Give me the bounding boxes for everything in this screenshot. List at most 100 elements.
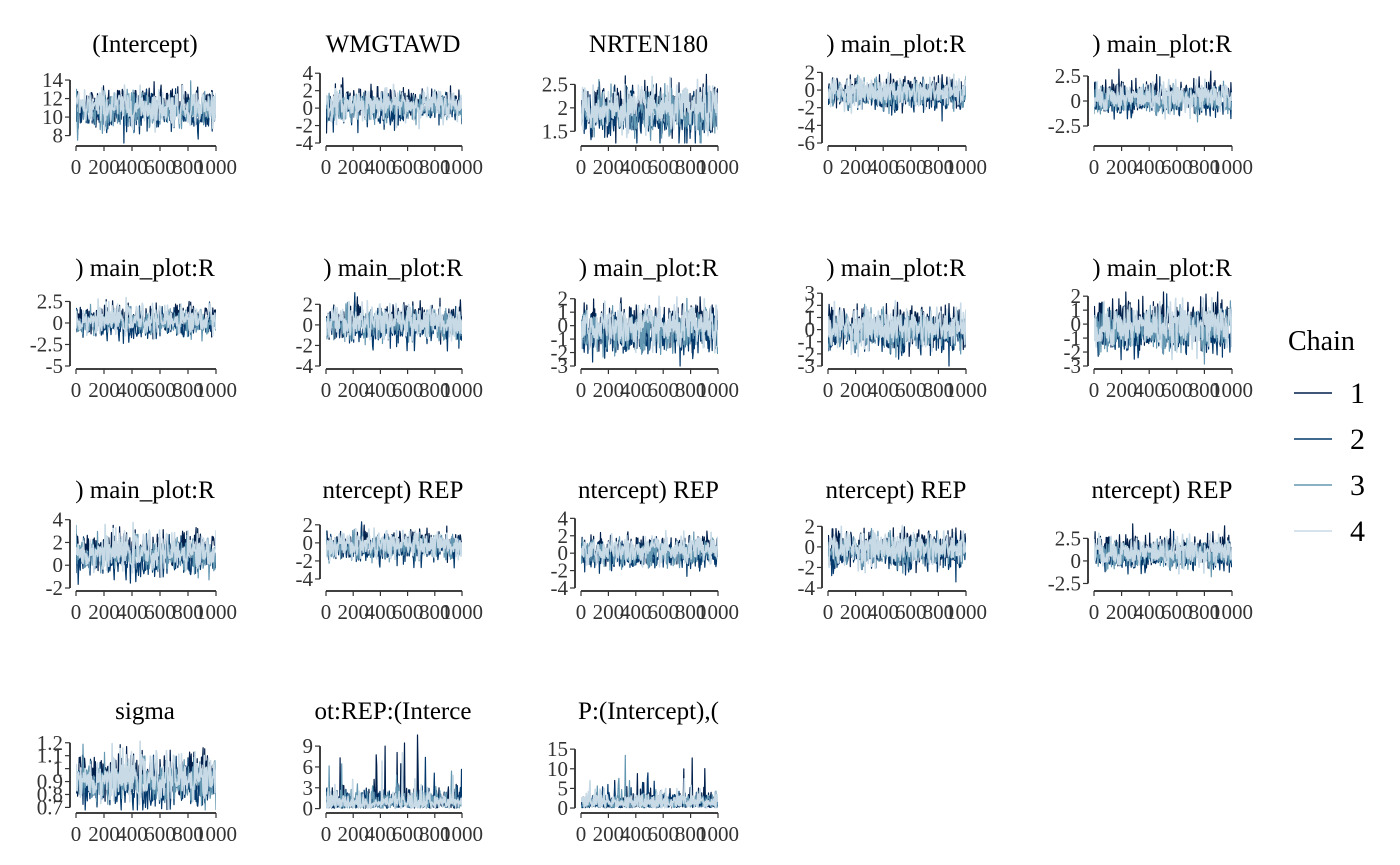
x-tick-label: 800 [1189, 155, 1221, 179]
trace-lines [581, 73, 718, 144]
x-tick-label: 200 [337, 822, 369, 846]
trace-lines [581, 529, 718, 577]
y-tick-label: -2 [798, 342, 816, 366]
chain-4-trace [1094, 297, 1232, 361]
x-tick-label: 200 [88, 378, 120, 402]
y-tick-label: 10 [547, 757, 568, 781]
x-tick-label: 800 [675, 600, 707, 624]
legend-label: 4 [1350, 515, 1365, 548]
x-tick-label: 600 [895, 600, 927, 624]
x-tick-label: 400 [365, 600, 397, 624]
y-tick-label: -1 [798, 330, 816, 354]
panel-title: ntercept) REP [578, 477, 719, 504]
y-tick-label: -2 [1064, 340, 1082, 364]
x-tick-label: 200 [88, 155, 120, 179]
y-tick-label: 0 [805, 318, 816, 342]
y-tick-label: 2.5 [542, 72, 568, 96]
y-tick-label: 1.5 [542, 119, 568, 143]
panel-title: ) main_plot:R [323, 255, 463, 282]
y-tick-label: 5 [558, 776, 569, 800]
x-tick-label: 400 [867, 155, 899, 179]
x-tick-label: 400 [620, 378, 652, 402]
x-tick-label: 400 [620, 600, 652, 624]
y-tick-label: 1 [53, 757, 64, 781]
y-tick-label: 8 [53, 124, 64, 148]
x-tick-label: 800 [1189, 378, 1221, 402]
x-tick-label: 600 [895, 155, 927, 179]
chain-legend: Chain 1 2 3 4 [1288, 326, 1365, 548]
y-tick-label: -4 [798, 113, 816, 137]
x-tick-label: 600 [144, 600, 176, 624]
x-tick-label: 400 [1133, 378, 1165, 402]
x-tick-label: 200 [593, 378, 625, 402]
x-tick-label: 1000 [1211, 155, 1253, 179]
x-tick-label: 400 [365, 378, 397, 402]
x-tick-label: 200 [593, 155, 625, 179]
x-tick-label: 0 [321, 822, 332, 846]
trace-lines [326, 292, 462, 352]
legend-title: Chain [1288, 326, 1355, 357]
chain-4-trace [326, 527, 462, 562]
y-tick-label: 2 [558, 96, 569, 120]
y-tick-label: 2.5 [37, 289, 63, 313]
x-tick-label: 0 [71, 378, 82, 402]
chain-4-trace [581, 75, 718, 139]
x-tick-label: 1000 [945, 600, 987, 624]
chain-4-trace [581, 529, 718, 568]
y-tick-label: 0 [805, 535, 816, 559]
y-tick-label: -2.5 [30, 332, 63, 356]
x-tick-label: 800 [172, 155, 204, 179]
x-tick-label: 600 [144, 822, 176, 846]
trace-lines [828, 524, 966, 583]
y-tick-label: 3 [805, 281, 816, 305]
y-tick-label: 2 [303, 79, 314, 103]
x-tick-label: 200 [337, 600, 369, 624]
y-tick-label: -3 [798, 354, 816, 378]
x-tick-label: 800 [419, 822, 451, 846]
x-tick-label: 400 [620, 822, 652, 846]
x-tick-label: 0 [576, 600, 587, 624]
x-tick-label: 600 [392, 822, 424, 846]
y-tick-label: 0 [558, 796, 569, 820]
x-tick-label: 1000 [945, 155, 987, 179]
x-tick-label: 400 [116, 822, 148, 846]
x-tick-label: 800 [172, 600, 204, 624]
x-tick-label: 400 [116, 155, 148, 179]
x-tick-label: 0 [576, 378, 587, 402]
x-tick-label: 800 [419, 155, 451, 179]
chain-4-trace [76, 740, 216, 811]
y-tick-label: 2 [53, 530, 64, 554]
y-tick-label: 0 [558, 314, 569, 338]
trace-lines [1094, 523, 1232, 578]
y-tick-label: 2 [1071, 284, 1082, 308]
x-tick-label: 200 [1106, 155, 1138, 179]
y-tick-label: 15 [547, 737, 568, 761]
chain-4-trace [1094, 78, 1232, 120]
y-tick-label: -4 [296, 354, 314, 378]
trace-lines [326, 521, 462, 569]
y-tick-label: 0 [1071, 312, 1082, 336]
y-tick-label: 0.9 [37, 770, 63, 794]
x-tick-label: 800 [1189, 600, 1221, 624]
x-tick-label: 400 [365, 155, 397, 179]
chain-4-trace [76, 296, 216, 340]
chain-4-trace [828, 299, 966, 358]
y-tick-label: -2 [296, 549, 314, 573]
y-tick-label: -3 [551, 354, 569, 378]
x-tick-label: 800 [923, 155, 955, 179]
x-tick-label: 1000 [195, 378, 237, 402]
x-tick-label: 400 [1133, 155, 1165, 179]
x-tick-label: 1000 [195, 600, 237, 624]
y-tick-label: 2 [805, 60, 816, 84]
x-tick-label: 200 [1106, 378, 1138, 402]
